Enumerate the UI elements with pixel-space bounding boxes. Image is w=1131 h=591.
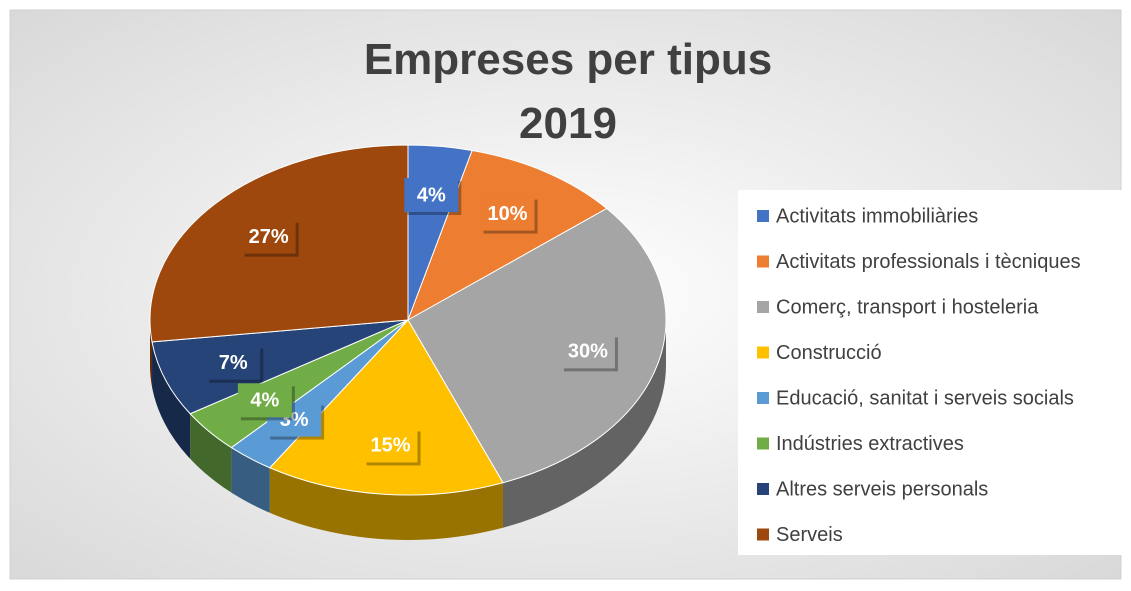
data-label: 4% [417, 184, 446, 206]
legend-label: Construcció [776, 342, 882, 364]
legend-swatch [757, 483, 769, 495]
legend-swatch [757, 392, 769, 404]
pie-slice [151, 319, 409, 415]
data-label-box [480, 196, 535, 231]
legend-swatch [757, 346, 769, 359]
legend-swatch [757, 210, 769, 222]
slice-side [269, 467, 503, 540]
data-label: 27% [249, 226, 289, 248]
slice-side [502, 320, 666, 528]
data-label: 30% [568, 341, 608, 363]
data-label: 15% [371, 435, 411, 457]
slice-side [150, 320, 153, 387]
legend-label: Activitats immobiliàries [776, 205, 978, 227]
slice-side [190, 413, 232, 493]
legend-swatch [757, 528, 769, 541]
data-label-box [560, 334, 615, 369]
legend-label: Educació, sanitat i serveis socials [776, 387, 1074, 409]
data-label-box [237, 383, 292, 418]
pie-slice [268, 319, 504, 496]
legend-label: Activitats professionals i tècniques [776, 251, 1081, 273]
chart-title: Empreses per tipus 2019 [363, 35, 773, 148]
data-label-box [404, 177, 459, 212]
legend-swatch [757, 437, 769, 450]
data-label-box [363, 428, 418, 463]
data-label-box [206, 345, 261, 380]
legend-label: Comerç, transport i hosteleria [776, 296, 1039, 318]
legend-label: Indústries extractives [776, 433, 964, 455]
data-label-box [241, 219, 296, 254]
legend-label: Serveis [776, 524, 843, 546]
legend-box [738, 190, 1124, 555]
pie-slice [407, 207, 667, 484]
data-label: 10% [488, 203, 528, 225]
slice-side [152, 341, 191, 459]
legend-swatch [757, 301, 769, 313]
legend-label: Altres serveis personals [776, 478, 988, 500]
data-label: 7% [219, 352, 248, 374]
data-label: 4% [250, 390, 279, 412]
legend-swatch [757, 255, 769, 268]
